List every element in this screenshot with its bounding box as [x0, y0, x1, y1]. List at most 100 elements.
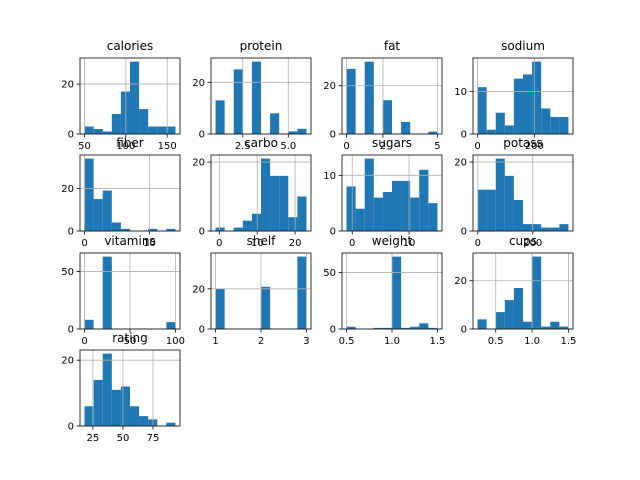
- bar: [166, 126, 176, 134]
- y-tick-label: 20: [323, 81, 336, 92]
- subplot-title: sugars: [372, 136, 412, 150]
- bar: [401, 121, 411, 134]
- bar: [410, 197, 420, 231]
- bar: [270, 175, 280, 231]
- bar: [111, 389, 121, 426]
- bar: [270, 113, 280, 134]
- x-tick-label: 1.0: [384, 336, 400, 347]
- bar: [559, 224, 569, 231]
- bar: [364, 61, 374, 134]
- bar: [373, 197, 383, 231]
- bar: [541, 108, 551, 134]
- bar: [120, 228, 130, 231]
- bar: [166, 422, 176, 426]
- y-tick-label: 0: [68, 325, 74, 336]
- y-tick-label: 0: [461, 130, 467, 141]
- bar: [486, 129, 496, 134]
- y-tick-label: 0: [461, 227, 467, 238]
- x-tick-label: 0: [349, 238, 355, 249]
- y-tick-label: 50: [61, 267, 74, 278]
- x-tick-label: 3: [303, 336, 309, 347]
- bar: [346, 68, 356, 134]
- subplot-title: weight: [372, 234, 413, 248]
- bar: [84, 126, 94, 134]
- x-tick-label: 10: [143, 238, 156, 249]
- y-tick-label: 20: [192, 284, 205, 295]
- bar: [120, 91, 130, 134]
- bar: [102, 131, 112, 134]
- bar: [495, 312, 505, 329]
- bar: [477, 189, 487, 231]
- axes-frame: [79, 57, 181, 135]
- subplot-title: protein: [240, 39, 283, 53]
- y-tick-label: 0: [68, 130, 74, 141]
- y-tick-label: 0: [199, 130, 205, 141]
- bar: [148, 228, 158, 231]
- bar: [559, 116, 569, 134]
- bar: [84, 319, 94, 329]
- y-tick-label: 10: [454, 87, 467, 98]
- subplot-title: carbo: [244, 136, 278, 150]
- bar: [111, 222, 121, 231]
- bar: [410, 326, 420, 329]
- subplot-title: sodium: [501, 39, 545, 53]
- bar: [297, 256, 307, 329]
- y-tick-label: 10: [323, 171, 336, 182]
- bar: [392, 180, 402, 231]
- axes-frame: [210, 154, 312, 232]
- bar: [504, 175, 514, 231]
- subplot-title: cups: [509, 234, 537, 248]
- x-tick-label: 0: [216, 238, 222, 249]
- bar: [279, 175, 289, 231]
- bar: [261, 286, 271, 329]
- axes-frame: [472, 154, 574, 232]
- bar: [504, 125, 514, 134]
- bar: [130, 61, 140, 134]
- bar: [541, 227, 551, 231]
- axes-frame: [79, 349, 181, 427]
- bar: [550, 227, 560, 231]
- axes-frame: [210, 252, 312, 330]
- bar: [401, 180, 411, 231]
- bar: [523, 321, 533, 329]
- subplot-title: fiber: [116, 136, 144, 150]
- y-tick-label: 20: [61, 356, 74, 367]
- y-tick-label: 0: [68, 422, 74, 433]
- axes-frame: [341, 252, 443, 330]
- x-tick-label: 5.0: [280, 141, 296, 152]
- bar: [523, 224, 533, 231]
- x-tick-label: 25: [87, 433, 100, 444]
- bar: [550, 116, 560, 134]
- bar: [382, 100, 392, 134]
- bar: [428, 327, 438, 329]
- x-tick-label: 1: [212, 336, 218, 347]
- x-tick-label: 0.5: [488, 336, 504, 347]
- bar: [532, 224, 542, 231]
- bar: [297, 196, 307, 231]
- x-tick-label: 0: [81, 336, 87, 347]
- bar: [102, 190, 112, 231]
- bar: [111, 114, 121, 134]
- x-tick-label: 0: [475, 238, 481, 249]
- x-tick-label: 150: [158, 141, 177, 152]
- x-tick-label: 100: [116, 141, 135, 152]
- x-tick-label: 20: [289, 238, 302, 249]
- x-tick-label: 100: [166, 336, 185, 347]
- bar: [215, 288, 225, 329]
- bar: [495, 158, 505, 231]
- x-tick-label: 75: [147, 433, 160, 444]
- bar: [477, 87, 487, 134]
- bar: [428, 131, 438, 134]
- bar: [120, 386, 130, 426]
- x-tick-label: 0.5: [339, 336, 355, 347]
- bar: [233, 69, 243, 134]
- x-tick-label: 2.5: [235, 141, 251, 152]
- bar: [130, 406, 140, 426]
- bar: [523, 74, 533, 134]
- bar: [504, 300, 514, 329]
- bar: [166, 322, 176, 329]
- bar: [513, 199, 523, 231]
- bar: [297, 128, 307, 134]
- bar: [93, 199, 103, 231]
